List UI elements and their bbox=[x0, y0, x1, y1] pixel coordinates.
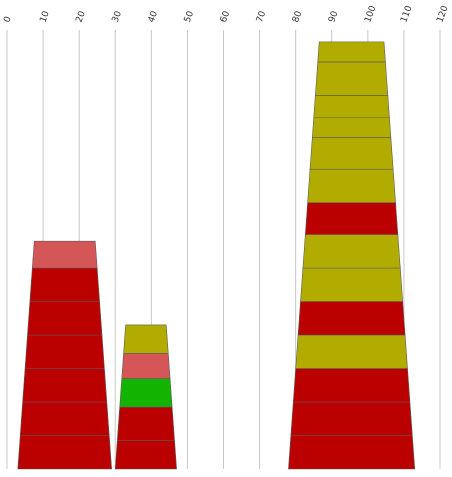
column-2 bbox=[114, 324, 177, 470]
column-3-segment-2 bbox=[290, 401, 413, 436]
x-tick-labels: 0 10 20 30 40 50 60 70 80 90 100 110 120 bbox=[2, 4, 450, 24]
column-3-segment-12 bbox=[313, 95, 390, 118]
column-3 bbox=[288, 41, 416, 470]
column-1-segment-1 bbox=[17, 435, 112, 470]
column-3-segment-10 bbox=[309, 137, 394, 170]
column-2-segment-4 bbox=[121, 353, 171, 379]
column-2-segment-5 bbox=[123, 324, 169, 354]
column-3-segment-9 bbox=[307, 168, 396, 203]
x-tick-label: 40 bbox=[147, 10, 160, 24]
column-3-segment-4 bbox=[295, 334, 408, 369]
column-3-segment-1 bbox=[288, 435, 416, 470]
x-tick-label: 0 bbox=[2, 15, 13, 24]
column-3-segment-3 bbox=[292, 368, 411, 403]
column-3-segment-5 bbox=[297, 301, 406, 336]
column-2-segment-3 bbox=[119, 378, 173, 408]
column-3-segment-14 bbox=[317, 41, 386, 63]
x-tick-label: 20 bbox=[75, 10, 88, 24]
column-3-segment-7 bbox=[302, 234, 401, 269]
x-tick-label: 30 bbox=[111, 10, 124, 24]
column-1-segment-6 bbox=[29, 267, 100, 302]
column-2-segment-2 bbox=[116, 406, 175, 441]
x-tick-label: 80 bbox=[291, 10, 304, 24]
column-3-segment-6 bbox=[300, 267, 404, 302]
column-1-segment-2 bbox=[19, 401, 110, 436]
x-tick-label: 60 bbox=[219, 10, 232, 24]
x-tick-label: 70 bbox=[255, 10, 268, 24]
x-tick-label: 50 bbox=[183, 10, 196, 24]
x-tick-label: 10 bbox=[39, 10, 52, 24]
x-tick-label: 120 bbox=[435, 4, 450, 24]
column-1-segment-7 bbox=[31, 240, 98, 269]
x-tick-label: 110 bbox=[399, 4, 414, 24]
column-3-segment-13 bbox=[315, 61, 389, 96]
x-tick-label: 90 bbox=[327, 10, 340, 24]
column-3-segment-8 bbox=[305, 202, 399, 235]
stacked-columns bbox=[17, 41, 416, 470]
column-2-segment-1 bbox=[114, 440, 177, 470]
x-tick-label: 100 bbox=[363, 4, 378, 24]
column-1-segment-4 bbox=[24, 334, 105, 369]
column-3-segment-11 bbox=[312, 116, 392, 138]
column-1 bbox=[17, 240, 112, 470]
column-1-segment-3 bbox=[22, 368, 108, 403]
column-1-segment-5 bbox=[27, 301, 103, 336]
